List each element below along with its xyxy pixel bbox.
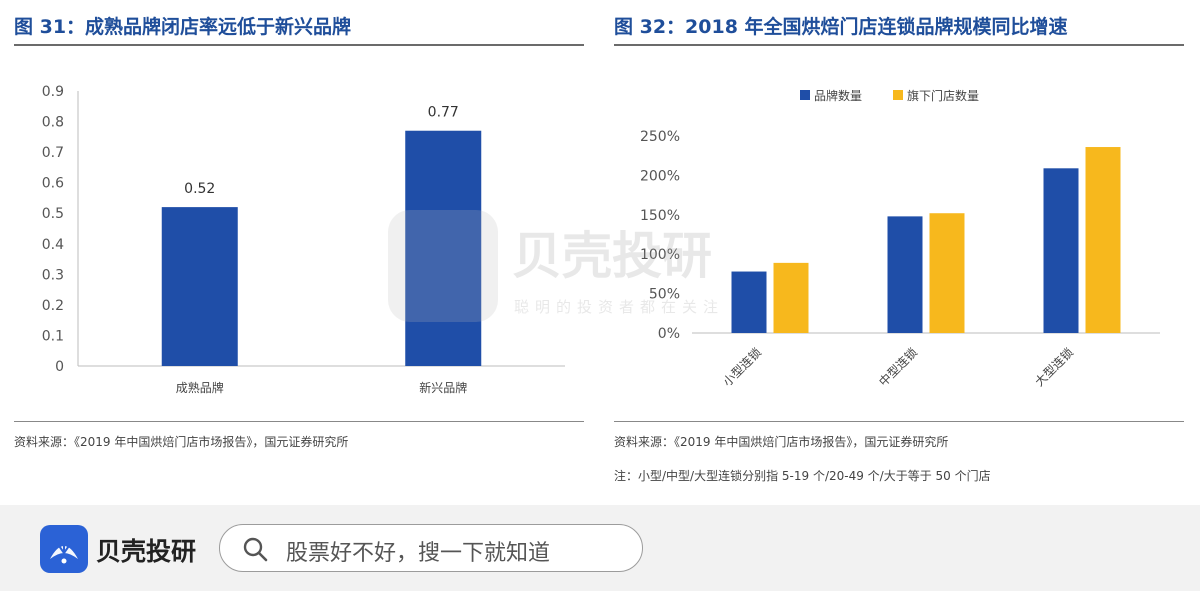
x-tick-label: 新兴品牌 (419, 380, 467, 395)
brand-name: 贝壳投研 (96, 537, 197, 566)
bar (773, 262, 809, 333)
y-tick-label: 250% (640, 129, 680, 145)
source-note-left: 资料来源：《2019 年中国烘焙门店市场报告》，国元证券研究所 (14, 435, 349, 449)
y-tick-label: 0 (55, 359, 64, 375)
x-tick-label: 大型连锁 (1032, 345, 1077, 390)
y-tick-label: 0% (658, 326, 680, 342)
x-tick-label: 成熟品牌 (176, 380, 224, 395)
y-tick-label: 0.4 (42, 237, 64, 253)
search-icon (243, 537, 268, 562)
divider-top-right (614, 44, 1184, 46)
shell-logo-icon (50, 537, 78, 564)
y-tick-label: 50% (649, 287, 680, 303)
bar (405, 130, 482, 366)
bar (731, 271, 767, 333)
x-tick-label: 小型连锁 (720, 345, 765, 390)
chart-title-right: 图 32：2018 年全国烘焙门店连锁品牌规模同比增速 (614, 16, 1068, 38)
footer-bar: 贝壳投研 股票好不好，搜一下就知道 (0, 505, 1200, 591)
bar-chart-closure-rate: 0 0.1 0.2 0.3 0.4 0.5 0.6 0.7 0.8 0.9 0.52 成熟品牌 0.77… (42, 84, 565, 395)
divider-bottom-right (614, 421, 1184, 422)
data-label: 0.77 (428, 105, 459, 121)
y-tick-label: 0.3 (42, 267, 64, 283)
bar (929, 213, 965, 333)
divider-top-left (14, 44, 584, 46)
bar (887, 216, 923, 333)
search-input[interactable]: 股票好不好，搜一下就知道 (219, 524, 643, 572)
bar (1085, 147, 1121, 333)
legend-swatch (893, 90, 903, 100)
y-tick-label: 0.2 (42, 298, 64, 314)
y-tick-label: 0.5 (42, 206, 64, 222)
bar (161, 207, 238, 366)
bar (1043, 168, 1079, 333)
y-tick-label: 0.8 (42, 115, 64, 131)
y-tick-label: 150% (640, 208, 680, 224)
legend-label: 品牌数量 (814, 88, 862, 103)
divider-bottom-left (14, 421, 584, 422)
legend-label: 旗下门店数量 (907, 88, 979, 103)
y-tick-label: 0.6 (42, 176, 64, 192)
y-tick-label: 200% (640, 168, 680, 184)
brand-logo-icon[interactable] (40, 525, 88, 573)
y-tick-label: 0.7 (42, 145, 64, 161)
data-label: 0.52 (184, 181, 215, 197)
y-tick-label: 100% (640, 247, 680, 263)
chart-title-left: 图 31：成熟品牌闭店率远低于新兴品牌 (14, 16, 352, 38)
y-tick-label: 0.9 (42, 84, 64, 100)
search-placeholder: 股票好不好，搜一下就知道 (286, 541, 551, 566)
x-tick-label: 中型连锁 (876, 345, 921, 390)
source-note-right: 资料来源：《2019 年中国烘焙门店市场报告》，国元证券研究所 (614, 435, 949, 449)
legend-swatch (800, 90, 810, 100)
y-tick-label: 0.1 (42, 328, 64, 344)
footnote-right: 注：小型/中型/大型连锁分别指 5-19 个/20-49 个/大于等于 50 个… (614, 469, 991, 483)
